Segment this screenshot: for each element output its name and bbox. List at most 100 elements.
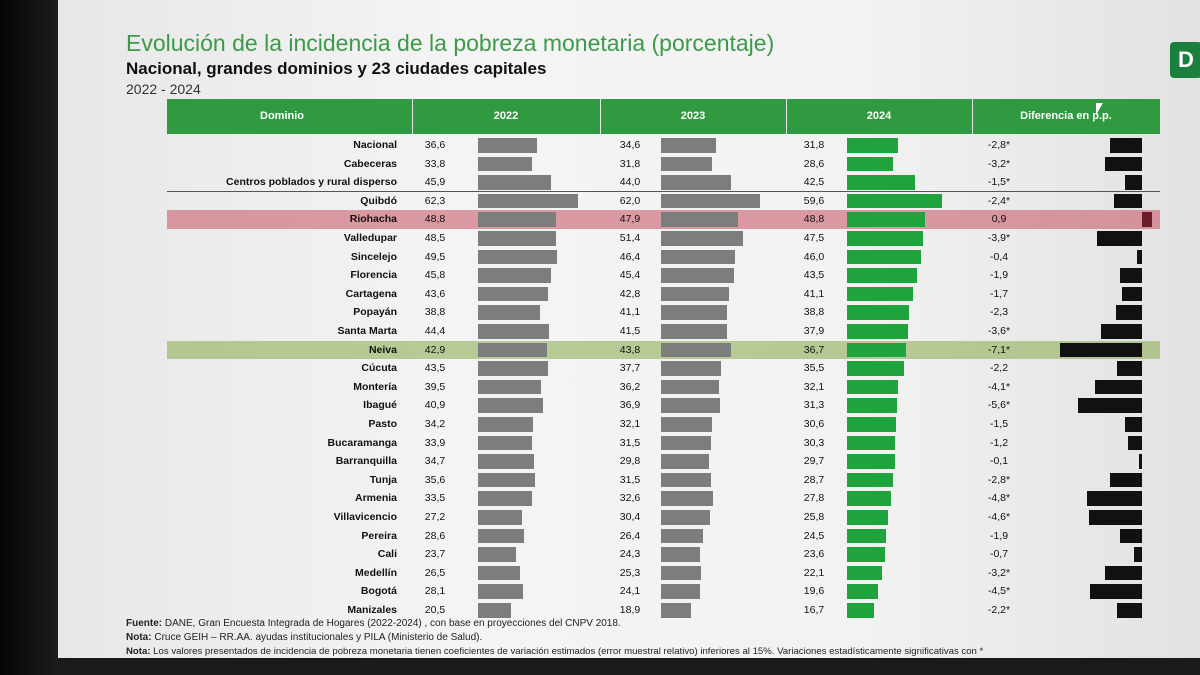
bar-diferencia: [1089, 510, 1142, 525]
table-header: Dominio 2022 2023 2024 Diferencia en p.p…: [167, 99, 1160, 134]
value-2022: 28,1: [424, 585, 446, 598]
bar-diferencia: [1100, 324, 1142, 339]
value-2024: 25,8: [803, 511, 825, 523]
bar-diferencia: [1109, 138, 1142, 153]
bar-2024: [847, 156, 893, 172]
logo-letter: D: [1178, 47, 1194, 72]
value-2024: 59,6: [803, 194, 825, 207]
value-2023: 36,2: [619, 380, 641, 393]
bar-2024: [847, 528, 887, 544]
bar-2024: [847, 286, 913, 302]
table-row: Pereira 28,6 26,4 24,5 -1,9: [167, 527, 1160, 546]
table-row: Cartagena 43,6 42,8 41,1 -1,7: [167, 285, 1160, 304]
value-2023: 46,4: [619, 250, 641, 263]
col-header-2024: 2024: [866, 110, 892, 122]
bar-diferencia: [1086, 491, 1142, 506]
value-2022: 36,6: [424, 139, 446, 151]
value-2023: 31,5: [619, 473, 641, 486]
table-row: Cali 23,7 24,3 23,6 -0,7: [167, 545, 1160, 564]
value-2022: 23,7: [424, 548, 446, 561]
bar-2022: [478, 417, 533, 432]
value-2024: 16,7: [803, 604, 825, 616]
bar-2024: [847, 361, 904, 376]
value-diferencia: -3,2*: [987, 566, 1011, 579]
value-diferencia: -0,4: [989, 250, 1009, 263]
bar-diferencia: [1115, 305, 1142, 320]
col-header-2022: 2022: [493, 110, 519, 122]
table-row: Florencia 45,8 45,4 43,5 -1,9: [167, 266, 1160, 285]
value-diferencia: -3,9*: [987, 232, 1011, 244]
table-row: Montería 39,5 36,2 32,1 -4,1*: [167, 378, 1160, 397]
section-divider: [167, 191, 1160, 193]
header-divider: [412, 99, 413, 134]
table-row: Riohacha 48,8 47,9 48,8 0,9: [167, 210, 1160, 229]
row-label: Centros poblados y rural disperso: [226, 176, 397, 189]
bar-diferencia: [1077, 398, 1142, 413]
bar-2022: [478, 305, 541, 320]
bar-2022: [478, 398, 544, 413]
bar-2022: [478, 379, 542, 395]
bar-2023: [661, 584, 700, 599]
row-label: Cali: [377, 548, 397, 561]
value-diferencia: -0,1: [989, 455, 1009, 468]
value-2022: 33,8: [424, 157, 446, 170]
bar-2023: [661, 138, 717, 153]
row-label: Pereira: [361, 529, 397, 542]
bar-2023: [661, 342, 732, 358]
value-diferencia: -3,6*: [987, 325, 1011, 337]
value-2023: 37,7: [619, 362, 641, 375]
value-diferencia: -2,2*: [987, 604, 1011, 616]
value-2022: 35,6: [424, 473, 446, 486]
bar-2022: [478, 510, 522, 525]
bar-2024: [847, 603, 874, 618]
value-diferencia: -4,5*: [987, 585, 1011, 598]
bar-2023: [661, 491, 714, 506]
value-2022: 28,6: [424, 529, 446, 542]
bar-2024: [847, 547, 885, 562]
row-label: Manizales: [347, 604, 397, 616]
value-2022: 48,8: [424, 213, 446, 226]
slide-title: Evolución de la incidencia de la pobreza…: [126, 30, 775, 56]
value-2024: 47,5: [803, 232, 825, 244]
bar-2023: [661, 324, 728, 339]
col-header-dominio: Dominio: [260, 110, 304, 122]
bar-diferencia: [1124, 417, 1142, 432]
value-2023: 62,0: [619, 194, 641, 207]
bar-2023: [661, 193, 761, 209]
bar-2022: [478, 435, 533, 451]
header-divider: [972, 99, 973, 134]
footnote-nota1-label: Nota:: [126, 632, 152, 643]
bar-2022: [478, 491, 532, 506]
table-row: Valledupar 48,5 51,4 47,5 -3,9*: [167, 229, 1160, 248]
value-diferencia: -2,3: [989, 306, 1009, 319]
value-2024: 30,3: [803, 436, 825, 449]
bar-2022: [478, 361, 548, 376]
value-2022: 49,5: [424, 250, 446, 263]
bar-2022: [478, 565, 521, 581]
row-label: Quibdó: [360, 194, 397, 207]
bar-2023: [661, 175, 732, 190]
bar-2023: [661, 472, 712, 488]
bar-2024: [847, 510, 889, 525]
row-label: Neiva: [368, 343, 397, 356]
bar-2024: [847, 212, 926, 227]
table-row: Santa Marta 44,4 41,5 37,9 -3,6*: [167, 322, 1160, 341]
bar-2024: [847, 175, 915, 190]
bar-2022: [478, 268, 552, 283]
value-2024: 48,8: [803, 213, 825, 226]
bar-2024: [847, 193, 943, 209]
bar-diferencia: [1124, 175, 1142, 190]
value-2024: 27,8: [803, 492, 825, 505]
row-label: Medellín: [354, 566, 397, 579]
bar-2022: [478, 193, 578, 209]
value-diferencia: -3,2*: [987, 157, 1011, 170]
value-2024: 22,1: [803, 566, 825, 579]
row-label: Cúcuta: [361, 362, 397, 375]
value-2024: 32,1: [803, 380, 825, 393]
bar-diferencia: [1120, 528, 1142, 544]
value-diferencia: -2,8*: [987, 473, 1011, 486]
value-2023: 44,0: [619, 176, 641, 189]
value-2023: 25,3: [619, 566, 641, 579]
value-diferencia: -4,6*: [987, 511, 1011, 523]
value-2023: 24,1: [619, 585, 641, 598]
